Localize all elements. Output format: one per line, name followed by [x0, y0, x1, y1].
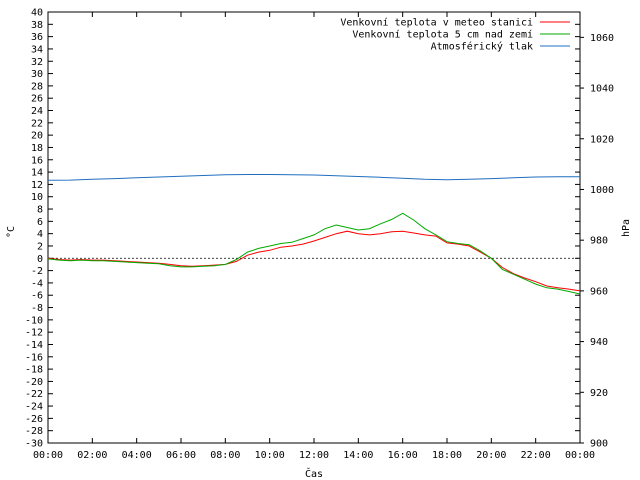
y-right-tick-label: 1040: [590, 84, 614, 95]
legend-label-1: Venkovní teplota v meteo stanici: [340, 17, 533, 29]
y-left-tick-label: -6: [31, 291, 43, 302]
y-left-tick-label: 38: [31, 20, 43, 31]
y-left-tick-label: 26: [31, 94, 43, 105]
y-right-tick-label: 960: [590, 286, 608, 297]
y-right-tick-label: 1060: [590, 33, 614, 44]
y-left-tick-label: 10: [31, 192, 43, 203]
y-left-tick-label: 12: [31, 180, 43, 191]
series-line-2: [47, 212, 581, 295]
y-axis-label-right: hPa: [621, 219, 632, 237]
x-axis-label: Čas: [305, 467, 323, 480]
y-left-tick-label: 2: [37, 241, 43, 252]
y-left-tick-label: 4: [37, 229, 43, 240]
x-tick-label: 12:00: [299, 450, 329, 461]
y-left-tick-label: 30: [31, 69, 43, 80]
y-left-tick-label: 24: [31, 106, 43, 117]
y-left-tick-label: -16: [25, 352, 43, 363]
x-tick-label: 02:00: [77, 450, 107, 461]
y-left-tick-label: 6: [37, 217, 43, 228]
y-left-tick-label: 32: [31, 57, 43, 68]
x-tick-label: 22:00: [521, 450, 551, 461]
x-tick-label: 00:00: [33, 450, 63, 461]
x-tick-label: 06:00: [166, 450, 196, 461]
y-left-tick-label: 14: [31, 168, 43, 179]
y-left-tick-label: -18: [25, 365, 43, 376]
y-left-tick-label: 18: [31, 143, 43, 154]
y-right-tick-label: 1000: [590, 185, 614, 196]
y-left-tick-label: -28: [25, 426, 43, 437]
y-left-tick-label: 34: [31, 44, 43, 55]
y-left-tick-label: -8: [31, 303, 43, 314]
x-tick-label: 08:00: [210, 450, 240, 461]
y-left-tick-label: -14: [25, 340, 43, 351]
x-tick-label: 00:00: [565, 450, 595, 461]
y-left-tick-label: -26: [25, 414, 43, 425]
y-left-tick-label: -12: [25, 328, 43, 339]
y-right-tick-label: 980: [590, 236, 608, 247]
y-left-tick-label: 16: [31, 155, 43, 166]
y-left-tick-label: -10: [25, 315, 43, 326]
y-left-tick-label: 8: [37, 205, 43, 216]
y-right-tick-label: 1020: [590, 134, 614, 145]
y-left-tick-label: 0: [37, 254, 43, 265]
series-line-3: [47, 174, 580, 181]
y-left-tick-label: 36: [31, 32, 43, 43]
y-left-tick-label: -4: [31, 278, 43, 289]
y-left-tick-label: 20: [31, 131, 43, 142]
y-left-tick-label: 28: [31, 81, 43, 92]
x-tick-label: 10:00: [255, 450, 285, 461]
legend-label-2: Venkovní teplota 5 cm nad zemí: [352, 29, 533, 41]
legend: Venkovní teplota v meteo staniciVenkovní…: [340, 17, 570, 53]
y-left-tick-label: -30: [25, 439, 43, 450]
y-right-tick-label: 920: [590, 388, 608, 399]
y-right-tick-label: 940: [590, 337, 608, 348]
legend-label-3: Atmosférický tlak: [431, 41, 533, 53]
y-left-tick-label: -24: [25, 402, 43, 413]
y-left-tick-label: 22: [31, 118, 43, 129]
y-left-tick-label: -22: [25, 389, 43, 400]
x-tick-label: 20:00: [476, 450, 506, 461]
x-tick-label: 04:00: [122, 450, 152, 461]
x-tick-label: 18:00: [432, 450, 462, 461]
x-tick-label: 16:00: [388, 450, 418, 461]
axes: 4038363432302826242220181614121086420-2-…: [25, 8, 614, 462]
series-line-1: [47, 230, 581, 292]
plot-frame: [47, 11, 581, 444]
data-lines: [47, 174, 581, 295]
y-axis-label-left: °C: [6, 226, 17, 238]
y-left-tick-label: 40: [31, 8, 43, 19]
x-tick-label: 14:00: [343, 450, 373, 461]
y-left-tick-label: -20: [25, 377, 43, 388]
y-right-tick-label: 900: [590, 439, 608, 450]
y-left-tick-label: -2: [31, 266, 43, 277]
